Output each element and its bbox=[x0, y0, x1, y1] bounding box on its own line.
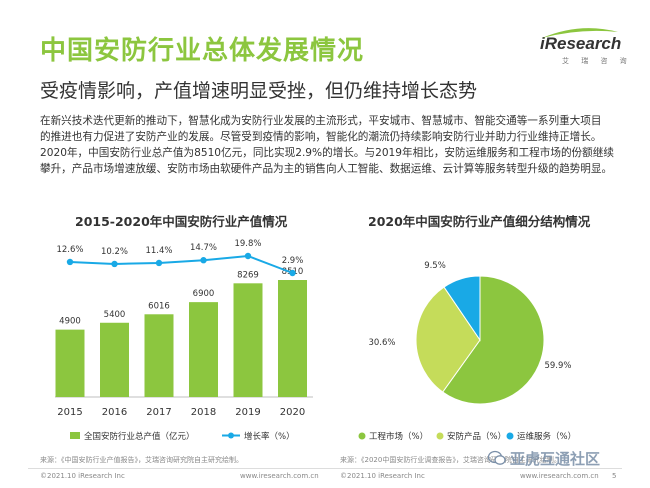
pie-value-label: 59.9% bbox=[544, 361, 571, 371]
footer-rule bbox=[28, 468, 622, 469]
growth-rate-point bbox=[155, 259, 163, 267]
growth-rate-point bbox=[289, 269, 296, 277]
x-tick-label: 2018 bbox=[191, 407, 216, 418]
legend-pie-label: 工程市场（%） bbox=[369, 431, 428, 442]
legend-line-label: 增长率（%） bbox=[244, 431, 295, 442]
growth-rate-point bbox=[200, 257, 207, 264]
x-tick-label: 2016 bbox=[102, 407, 127, 418]
legend-pie-label: 安防产品（%） bbox=[447, 431, 506, 442]
x-tick-label: 2015 bbox=[57, 407, 82, 418]
pie-chart-title: 2020年中国安防行业产值细分结构情况 bbox=[368, 214, 591, 229]
body-line: 在新兴技术迭代更新的推动下，智慧化成为安防行业发展的主流形式，平安城市、智慧城市… bbox=[40, 115, 602, 127]
footer-copyright-left: ©2021.10 iResearch Inc bbox=[40, 472, 125, 480]
pie-slice-0 bbox=[442, 275, 545, 405]
pie-value-label: 9.5% bbox=[424, 261, 446, 271]
legend-pie-swatch bbox=[506, 432, 514, 440]
growth-rate-label: 10.2% bbox=[101, 247, 128, 257]
body-line: 的推进也有力促进了安防产业的发展。尽管受到疫情的影响，智能化的潮流仍持续影响安防… bbox=[40, 131, 602, 143]
x-tick-label: 2019 bbox=[235, 407, 260, 418]
legend-bar-swatch bbox=[70, 432, 80, 439]
wechat-icon bbox=[488, 450, 506, 465]
growth-rate-label: 12.6% bbox=[56, 245, 83, 255]
growth-rate-line bbox=[69, 254, 293, 274]
bar-2016 bbox=[100, 322, 129, 397]
legend-bar-label: 全国安防行业总产值（亿元） bbox=[84, 431, 195, 442]
legend-pie-swatch bbox=[358, 432, 366, 440]
bar-chart-title: 2015-2020年中国安防行业产值情况 bbox=[75, 214, 288, 229]
bar-value-label: 4900 bbox=[59, 317, 81, 327]
growth-rate-label: 2.9% bbox=[282, 256, 304, 266]
legend-pie-swatch bbox=[436, 432, 444, 440]
pie-slice-2 bbox=[443, 275, 481, 342]
footer-url-right: www.iresearch.com.cn bbox=[520, 472, 599, 480]
growth-rate-label: 14.7% bbox=[190, 243, 217, 253]
growth-rate-label: 19.8% bbox=[234, 239, 261, 249]
bar-value-label: 8269 bbox=[237, 270, 259, 280]
x-tick-label: 2020 bbox=[280, 407, 305, 418]
legend-pie-label: 运维服务（%） bbox=[517, 431, 576, 442]
page-subtitle: 受疫情影响，产值增速明显受挫，但仍维持增长态势 bbox=[40, 80, 478, 102]
pie-chart-source: 来源：《2020中国安防行业调查报告》，艾瑞咨询研究院自主研究绘制。 bbox=[340, 456, 561, 464]
bar-value-label: 6016 bbox=[148, 301, 170, 311]
bar-value-label: 6900 bbox=[193, 289, 215, 299]
growth-rate-point bbox=[66, 258, 74, 266]
pie-value-label: 30.6% bbox=[368, 338, 395, 348]
growth-rate-point bbox=[111, 260, 118, 268]
growth-rate-point bbox=[244, 252, 252, 260]
bar-value-label: 5400 bbox=[104, 310, 126, 320]
bar-chart-source: 来源：《中国安防行业产值报告》，艾瑞咨询研究院自主研究绘制。 bbox=[40, 456, 243, 464]
bar-2019 bbox=[233, 283, 263, 397]
bar-2020 bbox=[278, 280, 307, 397]
footer-copyright-right: ©2021.10 iResearch Inc bbox=[340, 472, 425, 480]
body-line: 攀升，产品市场增速放缓、安防市场由软硬件产品为主的销售向人工智能、数据运维、云计… bbox=[40, 163, 613, 175]
bar-2017 bbox=[144, 314, 174, 397]
watermark: 亚虎互通社区 bbox=[510, 450, 601, 468]
logo-brand: iResearch bbox=[540, 34, 622, 53]
logo-sub: 艾 瑞 咨 询 bbox=[562, 57, 632, 65]
page-number: 5 bbox=[612, 472, 617, 480]
growth-rate-label: 11.4% bbox=[145, 246, 172, 256]
page-title: 中国安防行业总体发展情况 bbox=[40, 36, 365, 66]
pie-slice-1 bbox=[415, 286, 481, 393]
legend-line-marker bbox=[228, 432, 234, 439]
footer-url-left: www.iresearch.com.cn bbox=[240, 472, 319, 480]
iresearch-logo: iResearch 艾 瑞 咨 询 bbox=[540, 28, 632, 70]
body-line: 2020年，中国安防行业总产值为8510亿元，同比实现2.9%的增长。与2019… bbox=[40, 147, 614, 159]
logo-swoosh-icon bbox=[542, 28, 618, 38]
bar-2018 bbox=[189, 302, 218, 397]
x-tick-label: 2017 bbox=[146, 407, 171, 418]
body-text: 在新兴技术迭代更新的推动下，智慧化成为安防行业发展的主流形式，平安城市、智慧城市… bbox=[40, 113, 615, 177]
bar-2015 bbox=[55, 329, 85, 397]
